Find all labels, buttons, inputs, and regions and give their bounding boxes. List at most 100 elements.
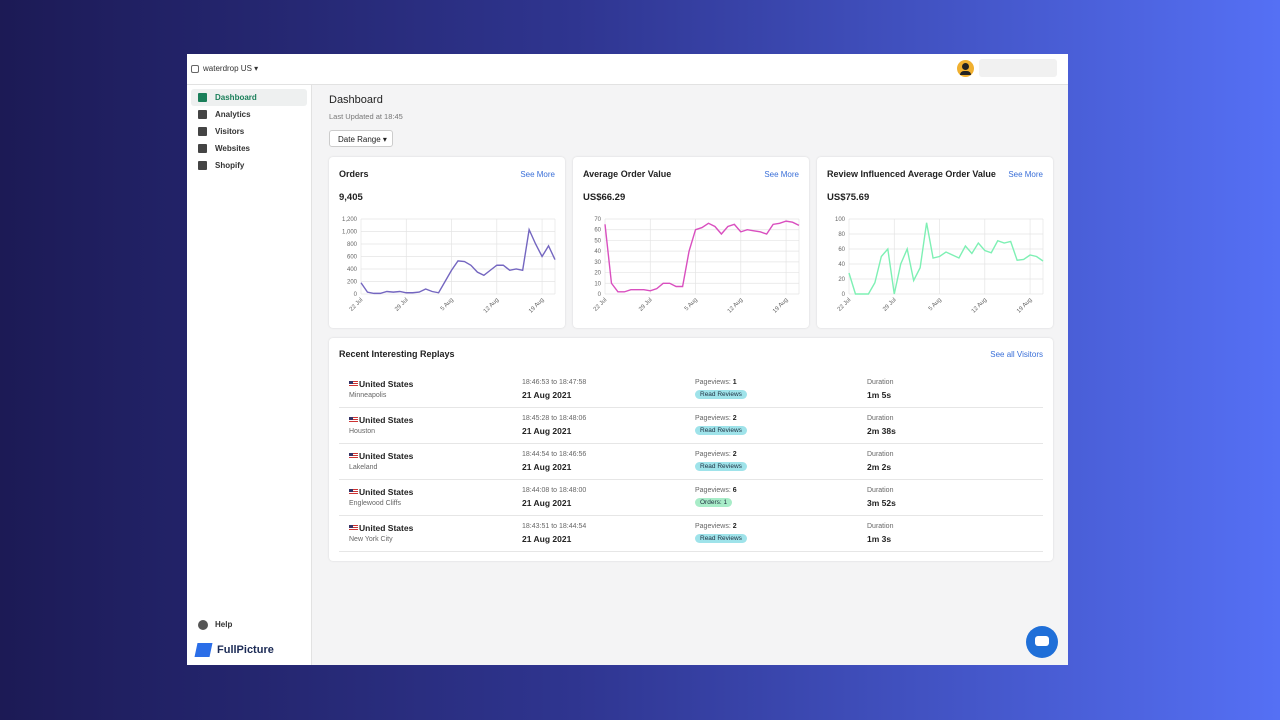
flag-icon <box>349 417 358 423</box>
replay-row[interactable]: United States Houston 18:45:28 to 18:48:06… <box>339 407 1043 444</box>
replays-title: Recent Interesting Replays <box>339 349 455 359</box>
pageviews: Pageviews: 6 <box>695 487 737 494</box>
y-tick-label: 1,000 <box>342 230 358 236</box>
nav-item[interactable]: Visitors <box>191 123 307 140</box>
city: New York City <box>349 536 393 543</box>
x-tick-label: 19 Aug <box>1016 297 1033 314</box>
city: Englewood Cliffs <box>349 500 402 507</box>
x-tick-label: 12 Aug <box>727 297 744 314</box>
chart-summary: 9,405 <box>339 192 363 203</box>
x-tick-label: 22 Jul <box>593 297 609 313</box>
help-link[interactable]: Help <box>191 616 307 633</box>
chart-title: Average Order Value <box>583 169 672 179</box>
avatar[interactable] <box>957 60 974 77</box>
x-tick-label: 5 Aug <box>440 297 455 312</box>
x-tick-label: 12 Aug <box>483 297 500 314</box>
city: Lakeland <box>349 464 378 471</box>
nav-item[interactable]: Websites <box>191 140 307 157</box>
pageviews: Pageviews: 2 <box>695 451 737 458</box>
replay-row[interactable]: United States Minneapolis 18:46:53 to 18:4… <box>339 371 1043 408</box>
chat-button[interactable] <box>1026 626 1058 658</box>
see-more-link[interactable]: See More <box>764 170 799 179</box>
flag-icon <box>349 381 358 387</box>
tag: Read Reviews <box>695 534 747 543</box>
logo: FullPicture <box>194 642 274 658</box>
y-tick-label: 800 <box>347 242 358 248</box>
x-tick-label: 22 Jul <box>349 297 365 313</box>
nav-icon <box>198 93 207 102</box>
help-label: Help <box>215 620 233 629</box>
y-tick-label: 0 <box>598 292 602 298</box>
duration: 3m 52s <box>867 498 896 508</box>
x-tick-label: 22 Jul <box>837 297 853 313</box>
nav-icon <box>198 127 207 136</box>
pageviews-value: 2 <box>732 415 737 422</box>
replay-row[interactable]: United States New York City 18:43:51 to 18… <box>339 515 1043 552</box>
user-name-redacted <box>979 59 1057 77</box>
time-range: 18:44:08 to 18:48:00 <box>522 487 587 494</box>
logo-text: FullPicture <box>217 644 274 656</box>
pageviews-value: 2 <box>732 451 737 458</box>
chart-title: Orders <box>339 169 369 179</box>
see-all-visitors[interactable]: See all Visitors <box>990 350 1043 359</box>
country: United States <box>349 379 413 389</box>
last-updated: Last Updated at 18:45 <box>329 112 403 121</box>
y-tick-label: 50 <box>594 238 601 244</box>
pageviews-value: 6 <box>732 487 737 494</box>
pageviews: Pageviews: 2 <box>695 523 737 530</box>
y-tick-label: 200 <box>347 280 358 286</box>
nav-item[interactable]: Dashboard <box>191 89 307 106</box>
y-tick-label: 80 <box>838 232 845 238</box>
x-tick-label: 29 Jul <box>882 297 898 313</box>
duration: 1m 3s <box>867 534 892 544</box>
nav-icon <box>198 144 207 153</box>
tag: Orders: 1 <box>695 498 733 507</box>
line-chart: 0 20 40 60 80 100 22 Jul 29 Jul 5 Aug 12 Aug 19 Au… <box>835 217 1044 315</box>
nav-label: Shopify <box>215 161 245 170</box>
pageviews-label: Pageviews: <box>695 451 731 458</box>
country-name: United States <box>359 415 414 425</box>
top-bar: waterdrop US ▾ <box>187 54 1068 85</box>
y-tick-label: 20 <box>594 271 601 277</box>
country-name: United States <box>359 451 414 461</box>
data-line <box>848 222 1044 295</box>
flag-icon <box>349 525 358 531</box>
x-tick-label: 29 Jul <box>638 297 654 313</box>
nav-label: Dashboard <box>215 93 257 102</box>
data-line <box>360 227 556 295</box>
flag-icon <box>349 453 358 459</box>
x-tick-label: 12 Aug <box>971 297 988 314</box>
y-tick-label: 40 <box>594 249 601 255</box>
pageviews-value: 1 <box>732 379 737 386</box>
nav-item[interactable]: Analytics <box>191 106 307 123</box>
country: United States <box>349 451 413 461</box>
see-more-link[interactable]: See More <box>1008 170 1043 179</box>
chart-summary: US$66.29 <box>583 192 626 203</box>
time-range: 18:46:53 to 18:47:58 <box>522 379 587 386</box>
see-more-link[interactable]: See More <box>520 170 555 179</box>
y-tick-label: 20 <box>838 277 845 283</box>
y-tick-label: 400 <box>347 267 358 273</box>
workspace-icon <box>191 65 199 73</box>
nav-icon <box>198 110 207 119</box>
country-name: United States <box>359 379 414 389</box>
y-tick-label: 30 <box>594 260 601 266</box>
replay-row[interactable]: United States Lakeland 18:44:54 to 18:46:5… <box>339 443 1043 480</box>
country-name: United States <box>359 523 414 533</box>
replay-row[interactable]: United States Englewood Cliffs 18:44:08 to… <box>339 479 1043 516</box>
pageviews-label: Pageviews: <box>695 379 731 386</box>
country: United States <box>349 415 413 425</box>
chart-card: Average Order Value See More US$66.29 0 10 20… <box>573 157 809 328</box>
country: United States <box>349 523 413 533</box>
data-line <box>604 220 800 293</box>
nav-label: Visitors <box>215 127 245 136</box>
workspace-switcher[interactable]: waterdrop US ▾ <box>203 64 259 73</box>
duration-label: Duration <box>867 487 894 494</box>
flag-icon <box>349 489 358 495</box>
tag: Read Reviews <box>695 390 747 399</box>
nav-label: Analytics <box>215 110 251 119</box>
date-range-button[interactable]: Date Range ▾ <box>329 130 393 147</box>
nav-item[interactable]: Shopify <box>191 157 307 174</box>
replays-card: Recent Interesting Replays See all Visit… <box>329 338 1053 561</box>
